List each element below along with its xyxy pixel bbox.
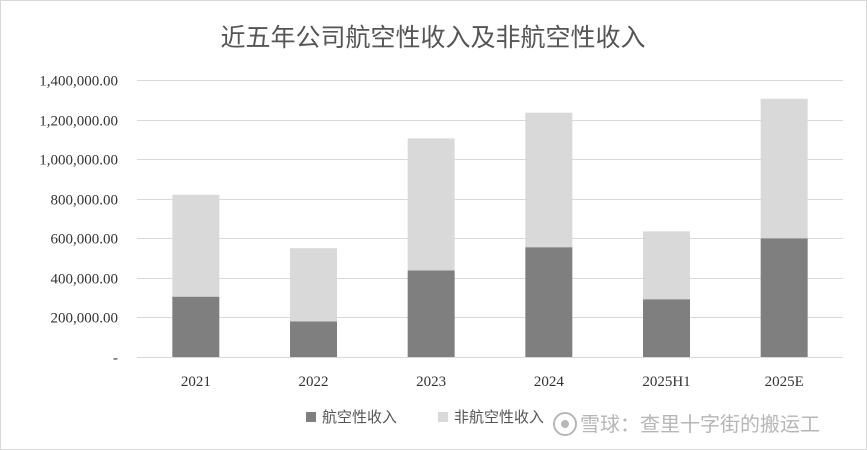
snowball-logo-icon [553,412,577,436]
legend-label-aero: 航空性收入 [322,408,397,426]
x-tick-label: 2022 [299,374,329,390]
bar-non-aero [407,138,455,271]
bar-non-aero [760,98,808,239]
bar-non-aero [290,248,337,322]
bar-non-aero [172,194,220,297]
chart-title: 近五年公司航空性收入及非航空性收入 [220,23,645,52]
legend-swatch-non-aero [438,412,448,422]
y-tick-label: 600,000.00 [51,232,119,248]
bar-aero [407,270,455,357]
y-tick-label: 1,200,000.00 [39,114,118,130]
legend-label-non-aero: 非航空性收入 [454,408,544,426]
bar-non-aero [643,231,690,300]
x-tick-label: 2023 [416,374,446,390]
x-tick-label: 2025H1 [642,374,690,390]
y-tick-label: 800,000.00 [51,193,119,209]
legend-swatch-aero [306,412,316,422]
gridlines [137,80,843,358]
x-axis: 2021 2022 2023 2024 2025H1 2025E [181,374,804,390]
y-axis: - 200,000.00 400,000.00 600,000.00 800,000.0… [39,74,118,367]
x-tick-label: 2025E [765,374,804,390]
y-tick-label: 200,000.00 [51,311,119,327]
bar-aero [172,296,220,357]
legend: 航空性收入 非航空性收入 [306,408,544,426]
x-tick-label: 2021 [181,374,211,390]
y-tick-label: 400,000.00 [51,272,119,288]
watermark: 雪球：查里十字街的搬运工 [553,412,820,436]
y-tick-label: 1,400,000.00 [39,74,118,90]
watermark-text: 雪球：查里十字街的搬运工 [580,412,820,436]
x-tick-label: 2024 [534,374,565,390]
bars [172,98,808,357]
bar-non-aero [525,112,573,248]
bar-aero [760,238,808,357]
bar-aero [525,247,573,357]
bar-aero [290,321,337,357]
y-tick-label: 1,000,000.00 [39,153,118,169]
bar-aero [643,299,690,357]
y-tick-label: - [113,351,118,367]
